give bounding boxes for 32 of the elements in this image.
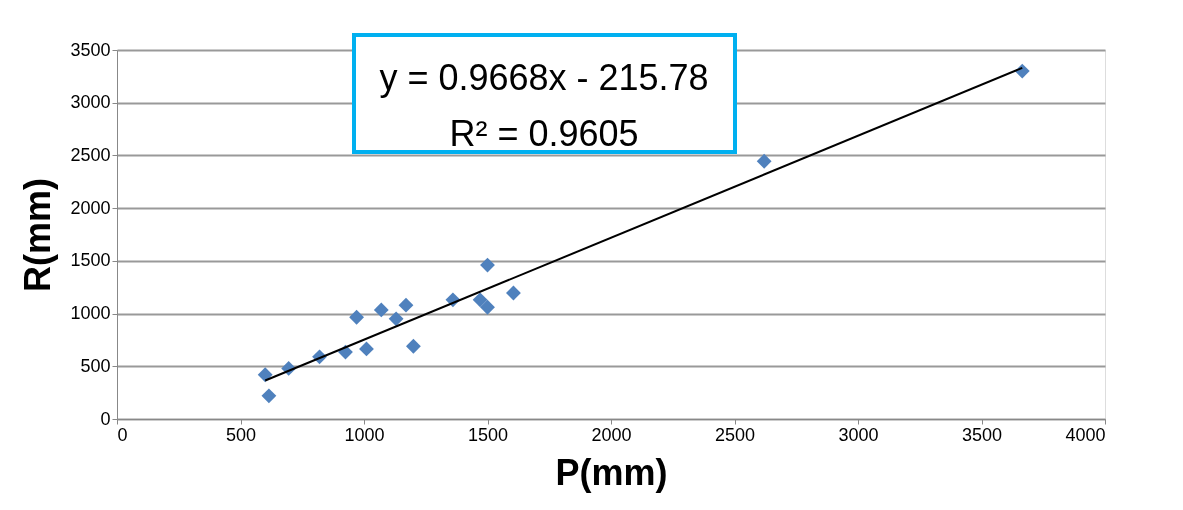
y-tick-label: 0 bbox=[100, 408, 111, 429]
y-tick-label: 2000 bbox=[70, 197, 111, 218]
x-tick-label: 500 bbox=[225, 424, 257, 445]
x-tick-label: 1500 bbox=[467, 424, 509, 445]
point bbox=[261, 388, 277, 404]
x-tick-label: 2000 bbox=[591, 424, 632, 445]
point bbox=[373, 302, 389, 318]
x-tick-label: 1000 bbox=[344, 424, 385, 445]
annotation: y = 0.9668x - 215.78 bbox=[379, 57, 709, 98]
x-tick-label: 3000 bbox=[838, 424, 879, 445]
point bbox=[472, 292, 488, 308]
x-axis-title: P(mm) bbox=[555, 451, 668, 493]
x-tick-label: 3500 bbox=[961, 424, 1003, 445]
y-tick-label: 2500 bbox=[70, 144, 111, 165]
y-axis-title: R(mm) bbox=[17, 178, 59, 292]
y-tick-label: 1500 bbox=[70, 250, 111, 271]
x-tick-label: 2500 bbox=[714, 424, 756, 445]
point bbox=[756, 153, 772, 169]
y-tick-label: 500 bbox=[80, 355, 111, 376]
x-tick-label: 0 bbox=[117, 424, 128, 445]
x-tick-label: 4000 bbox=[1065, 424, 1106, 445]
point bbox=[349, 309, 365, 325]
y-tick-label: 1000 bbox=[70, 303, 111, 324]
point bbox=[388, 311, 404, 327]
point bbox=[405, 338, 421, 354]
y-tick-label: 3500 bbox=[70, 39, 111, 60]
point bbox=[480, 299, 495, 315]
annotation: R² = 0.9605 bbox=[449, 113, 639, 154]
point bbox=[398, 297, 414, 313]
point bbox=[359, 341, 374, 357]
point bbox=[506, 285, 521, 301]
y-tick-label: 3000 bbox=[70, 92, 111, 113]
